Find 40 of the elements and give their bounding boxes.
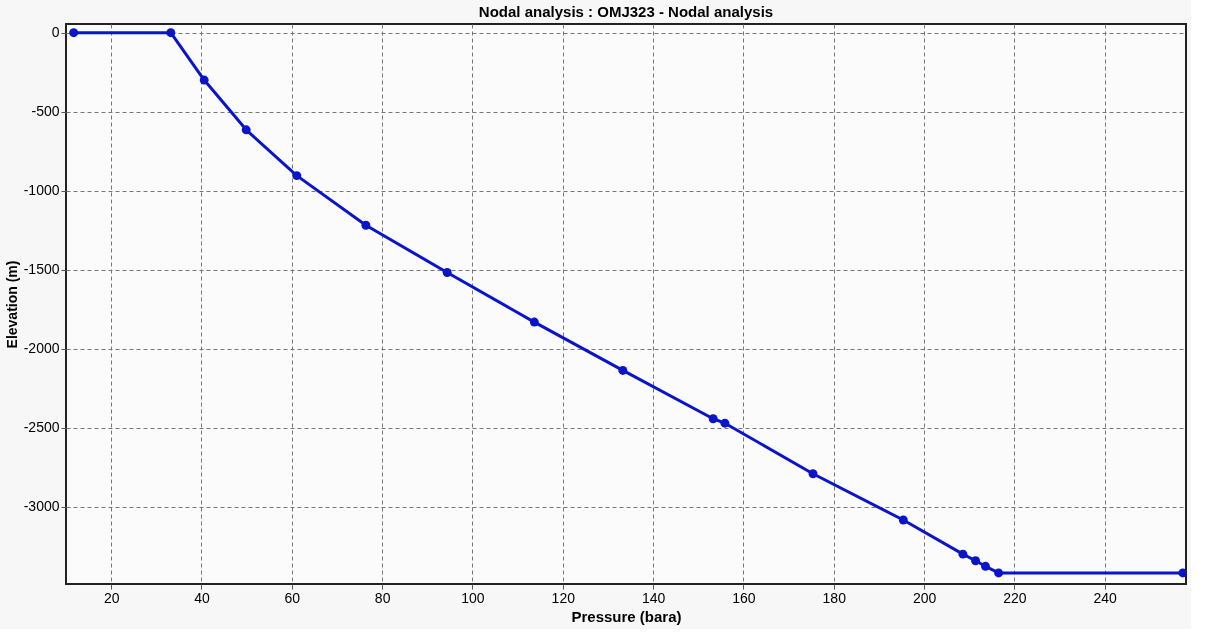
y-tick-label: -500 (31, 103, 60, 120)
y-tick-label: -1000 (23, 182, 60, 199)
x-axis-title: Pressure (bara) (571, 607, 682, 625)
chart-title: Nodal analysis : OMJ323 - Nodal analysis (478, 3, 774, 20)
point (618, 365, 628, 375)
point (708, 414, 718, 424)
point (166, 28, 176, 38)
x-tick-label: 20 (103, 589, 120, 606)
x-tick-label: 160 (732, 589, 756, 606)
y-tick-label: 0 (51, 24, 60, 41)
y-tick-label: -3000 (23, 498, 60, 515)
point (241, 125, 251, 135)
y-tick-label: -2500 (23, 419, 60, 436)
point (958, 549, 968, 559)
x-tick-label: 40 (194, 589, 210, 606)
point (808, 469, 818, 479)
point (69, 28, 79, 38)
point (898, 515, 908, 525)
point (529, 317, 539, 327)
point (981, 561, 990, 571)
x-tick-label: 100 (461, 589, 485, 606)
x-tick-label: 220 (1003, 589, 1027, 606)
x-tick-label: 180 (822, 589, 847, 606)
x-tick-label: 200 (912, 589, 937, 606)
x-tick-label: 240 (1093, 589, 1118, 606)
x-tick-label: 60 (284, 589, 301, 606)
point (292, 171, 302, 181)
point (199, 75, 209, 85)
point (442, 268, 452, 277)
y-tick-label: -1500 (23, 261, 60, 278)
y-tick-label: -2000 (23, 340, 60, 357)
x-tick-label: 80 (374, 589, 391, 606)
x-tick-label: 120 (551, 589, 576, 606)
point (1178, 568, 1186, 578)
point (971, 556, 981, 566)
point (361, 220, 371, 230)
x-tick-label: 140 (641, 589, 666, 606)
point (720, 418, 730, 428)
point (994, 568, 1004, 578)
y-axis-title: Elevation (m) (3, 260, 20, 349)
